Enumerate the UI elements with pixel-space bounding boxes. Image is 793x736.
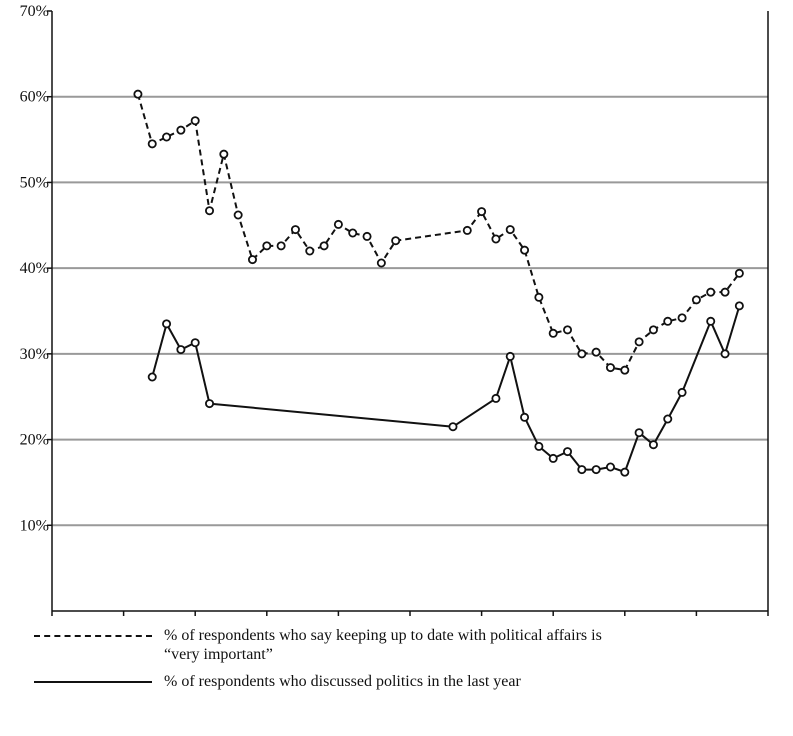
legend-dashed-label-line2: “very important” <box>164 646 273 663</box>
data-point <box>147 139 157 149</box>
data-point <box>462 225 472 235</box>
data-point <box>577 465 587 475</box>
data-point <box>362 231 372 241</box>
data-point <box>333 219 343 229</box>
data-point <box>276 241 286 251</box>
data-point <box>534 292 544 302</box>
data-point <box>648 325 658 335</box>
legend-dashed-label-line1: % of respondents who say keeping up to d… <box>164 627 602 644</box>
data-point <box>706 316 716 326</box>
legend-dashed-swatch <box>34 635 152 637</box>
y-tick-label: 10% <box>20 517 49 534</box>
data-point <box>448 422 458 432</box>
data-point <box>677 313 687 323</box>
data-point <box>591 465 601 475</box>
series-layer <box>133 89 744 477</box>
data-point <box>477 207 487 217</box>
data-point <box>290 225 300 235</box>
gridlines <box>52 95 768 527</box>
legend-dashed-label: % of respondents who say keeping up to d… <box>164 626 764 664</box>
data-point <box>591 347 601 357</box>
data-point <box>262 241 272 251</box>
data-point <box>376 258 386 268</box>
legend: % of respondents who say keeping up to d… <box>34 626 774 712</box>
data-point <box>677 387 687 397</box>
legend-item-solid: % of respondents who discussed politics … <box>34 672 774 712</box>
data-point <box>162 132 172 142</box>
data-point <box>634 428 644 438</box>
data-point <box>620 467 630 477</box>
data-point <box>176 125 186 135</box>
data-point <box>691 295 701 305</box>
legend-solid-swatch <box>34 681 152 683</box>
data-point <box>247 255 257 265</box>
legend-item-dashed: % of respondents who say keeping up to d… <box>34 626 774 666</box>
data-point <box>605 462 615 472</box>
data-point <box>648 440 658 450</box>
data-point <box>520 412 530 422</box>
tick-labels: 10%20%30%40%50%60%70%1960196519701975198… <box>20 3 49 534</box>
y-tick-label: 50% <box>20 174 49 191</box>
data-point <box>620 365 630 375</box>
data-point <box>190 338 200 348</box>
data-point <box>305 246 315 256</box>
data-point <box>548 328 558 338</box>
data-point <box>147 372 157 382</box>
legend-solid-label: % of respondents who discussed politics … <box>164 673 521 690</box>
data-point <box>548 453 558 463</box>
data-point <box>563 325 573 335</box>
data-point <box>563 447 573 457</box>
data-point <box>205 399 215 409</box>
data-point <box>734 301 744 311</box>
data-point <box>505 351 515 361</box>
data-point <box>491 393 501 403</box>
data-point <box>505 225 515 235</box>
data-point <box>219 149 229 159</box>
data-point <box>391 236 401 246</box>
data-point <box>133 89 143 99</box>
data-point <box>534 441 544 451</box>
data-point <box>348 228 358 238</box>
y-tick-label: 60% <box>20 89 49 106</box>
y-tick-label: 20% <box>20 432 49 449</box>
data-point <box>176 345 186 355</box>
data-point <box>663 414 673 424</box>
y-tick-label: 40% <box>20 260 49 277</box>
data-point <box>720 287 730 297</box>
line-chart: 10%20%30%40%50%60%70%1960196519701975198… <box>20 3 769 616</box>
data-point <box>634 337 644 347</box>
data-point <box>663 316 673 326</box>
data-point <box>720 349 730 359</box>
data-point <box>605 363 615 373</box>
data-point <box>319 241 329 251</box>
axes <box>47 10 769 616</box>
data-point <box>520 245 530 255</box>
data-point <box>205 206 215 216</box>
data-point <box>233 210 243 220</box>
data-point <box>706 287 716 297</box>
data-point <box>162 319 172 329</box>
data-point <box>190 116 200 126</box>
data-point <box>491 234 501 244</box>
data-point <box>577 349 587 359</box>
y-tick-label: 70% <box>20 3 49 20</box>
data-point <box>734 268 744 278</box>
y-tick-label: 30% <box>20 346 49 363</box>
